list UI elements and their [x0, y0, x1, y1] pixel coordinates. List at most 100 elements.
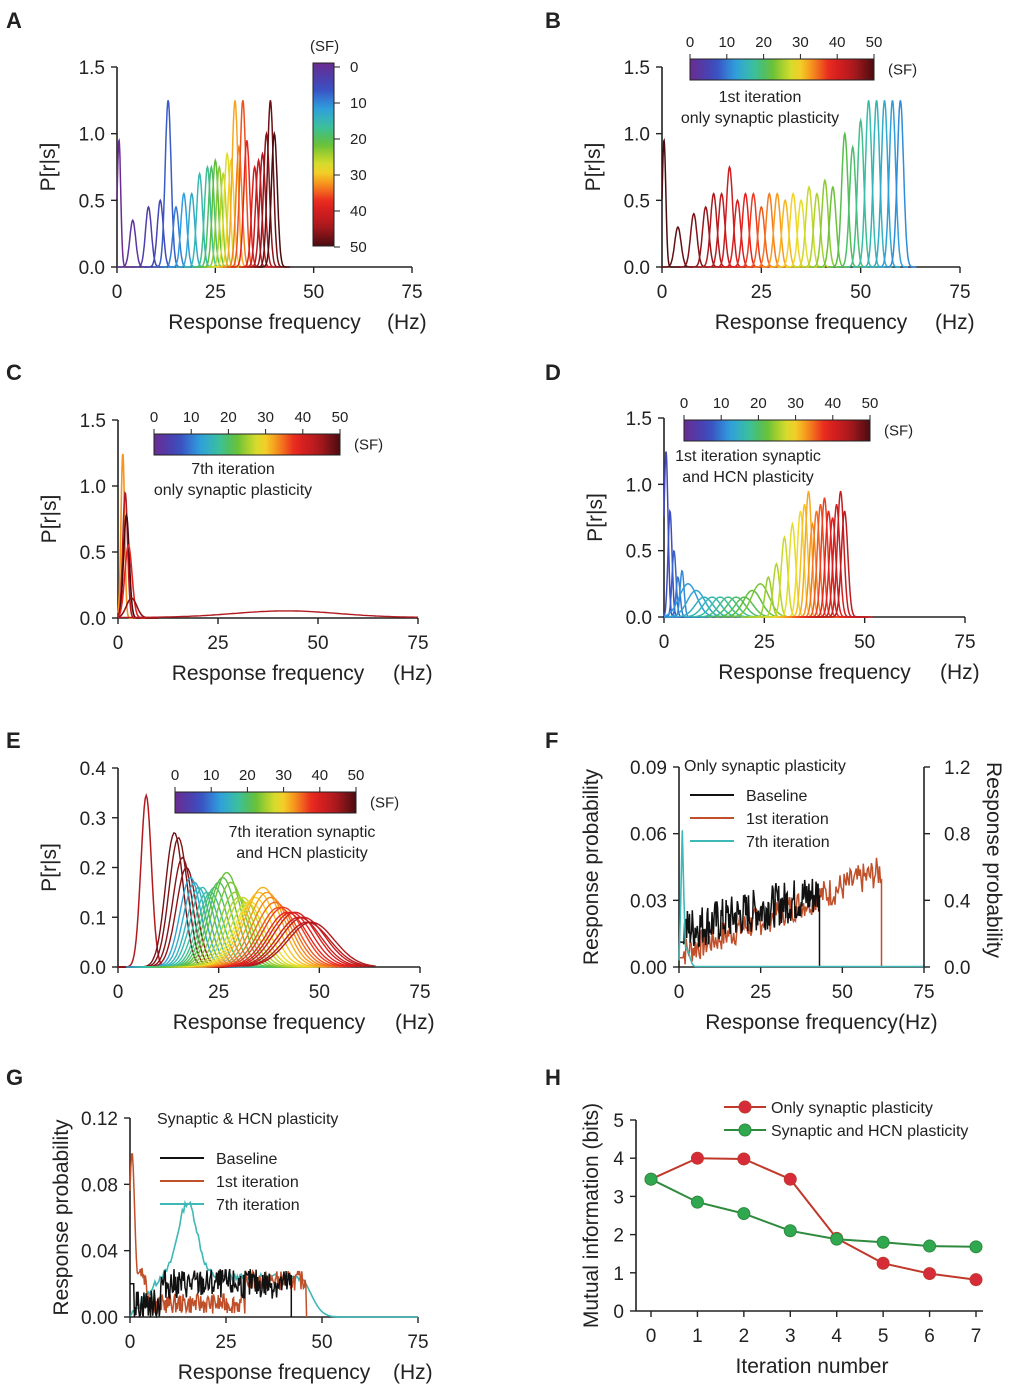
data-point [690, 1151, 704, 1165]
x-axis-label: Response frequency [172, 662, 365, 685]
annotation-line: and HCN plasticity [682, 469, 814, 486]
panel-annotation: 1st iteration synaptic and HCN plasticity [675, 448, 821, 486]
tuning-curve [769, 198, 802, 268]
annotation-line: only synaptic plasticity [154, 482, 312, 499]
x-tick-label: 75 [954, 632, 975, 653]
tuning-curve [663, 583, 717, 618]
y-tick-label: 3 [613, 1187, 624, 1208]
legend: Baseline 1st iteration 7th iteration [690, 788, 830, 851]
colorbar-tick-label: 30 [275, 767, 292, 784]
series-group [644, 1151, 983, 1287]
x-tick-label: 2 [739, 1326, 750, 1347]
annotation-line: 1st iteration synaptic [675, 448, 821, 465]
x-tick-label: 50 [303, 282, 324, 303]
y-tick-label: 1.0 [79, 125, 105, 146]
series-group [644, 1172, 983, 1254]
y-tick-label: 1 [613, 1264, 624, 1285]
x-tick-label: 75 [409, 982, 430, 1003]
tuning-curve [117, 218, 149, 268]
right-axis: 0.0 0.4 0.8 1.2 Response probability [923, 758, 1005, 979]
y-tick-label: 0.4 [80, 759, 107, 780]
colorbar-bar [689, 58, 875, 81]
panel-c: 0.0 0.5 1.0 1.5 0 25 50 75 Response frequency (Hz… [38, 411, 433, 685]
colorbar-bar [312, 62, 335, 247]
x-tick-label: 7 [971, 1326, 982, 1347]
tuning-curve [182, 901, 312, 968]
series-line [650, 1178, 977, 1248]
y-tick-label: 0.06 [630, 825, 667, 846]
x-tick-label: 25 [208, 982, 229, 1003]
y-tick-label: 1.5 [79, 58, 105, 79]
tuning-curve [724, 589, 781, 618]
y-tick-label: 0.3 [80, 809, 106, 830]
y-tick-label: 0.08 [81, 1175, 118, 1196]
annotation-line: 7th iteration [191, 461, 275, 478]
x-unit-label: (Hz) [898, 1011, 938, 1034]
tuning-curve [194, 891, 324, 968]
data-point [876, 1235, 890, 1249]
panel-annotation: 1st iteration only synaptic plasticity [681, 89, 839, 127]
tuning-curve [809, 178, 841, 268]
y-tick-label: 0.00 [81, 1308, 118, 1329]
x-unit-label: (Hz) [393, 1361, 433, 1384]
tuning-curve [132, 205, 165, 268]
colorbar-tick-label: 40 [311, 767, 328, 784]
tuning-curve [716, 596, 773, 618]
colorbar-tick-label: 20 [239, 767, 256, 784]
x-tick-label: 50 [854, 632, 875, 653]
y-tick-label: 1.0 [626, 475, 652, 496]
data-point [783, 1224, 797, 1238]
tuning-curve [198, 886, 328, 968]
tuning-curve [801, 192, 833, 268]
panel-letter-f: F [545, 728, 558, 753]
tuning-curve [662, 225, 694, 268]
legend-entry: 7th iteration [746, 834, 830, 851]
x-tick-label: 50 [307, 633, 328, 654]
panel-letter-h: H [545, 1065, 561, 1090]
tuning-curve [242, 921, 372, 967]
x-axis-label: Response frequency [178, 1361, 371, 1384]
data-point [923, 1239, 937, 1253]
x-tick-label: 0 [659, 632, 670, 653]
x-tick-label: 0 [646, 1326, 657, 1347]
x-tick-label: 25 [750, 982, 771, 1003]
x-axis-label: Response frequency [718, 661, 911, 684]
x-axis-label: Response frequency [173, 1011, 366, 1034]
x-tick-label: 25 [754, 632, 775, 653]
colorbar-tick-label: 30 [257, 409, 274, 426]
x-axis-label: Response frequency [715, 311, 908, 334]
tuning-curve [234, 916, 364, 968]
x-tick-label: 0 [113, 633, 124, 654]
colorbar-tick-label: 30 [792, 34, 809, 51]
colorbar-tick-label: 40 [294, 409, 311, 426]
tuning-curve [258, 130, 291, 268]
y-tick-label: 1.5 [80, 411, 106, 432]
y-tick-label: 0.03 [630, 891, 667, 912]
tuning-curve [816, 510, 873, 618]
tuning-curve [117, 512, 158, 619]
colorbar-tick-label: 10 [713, 395, 730, 412]
x-unit-label: (Hz) [935, 311, 975, 334]
tuning-curve [876, 100, 909, 268]
data-point [737, 1152, 751, 1166]
panel-letter-d: D [545, 360, 561, 385]
legend-entry: Baseline [746, 788, 807, 805]
tuning-curve [700, 596, 757, 618]
x-tick-label: 0 [113, 982, 124, 1003]
x-unit-label: (Hz) [395, 1011, 435, 1034]
colorbar: 0 10 20 30 40 50 (SF) [686, 34, 917, 81]
panel-letter-c: C [6, 360, 22, 385]
y-axis-label: Response probability [580, 768, 603, 965]
data-point [644, 1172, 658, 1186]
x-tick-label: 4 [831, 1326, 842, 1347]
y-tick-label: 2 [613, 1226, 624, 1247]
right-tick-label: 1.2 [944, 758, 970, 779]
colorbar-tick-label: 20 [755, 34, 772, 51]
x-tick-label: 25 [215, 1332, 236, 1353]
colorbar-tick-label: 20 [350, 131, 367, 148]
x-tick-label: 50 [850, 282, 871, 303]
y-tick-label: 0.0 [79, 258, 105, 279]
colorbar: 0 10 20 30 40 50 (SF) [171, 767, 399, 814]
tuning-curve [661, 137, 680, 268]
